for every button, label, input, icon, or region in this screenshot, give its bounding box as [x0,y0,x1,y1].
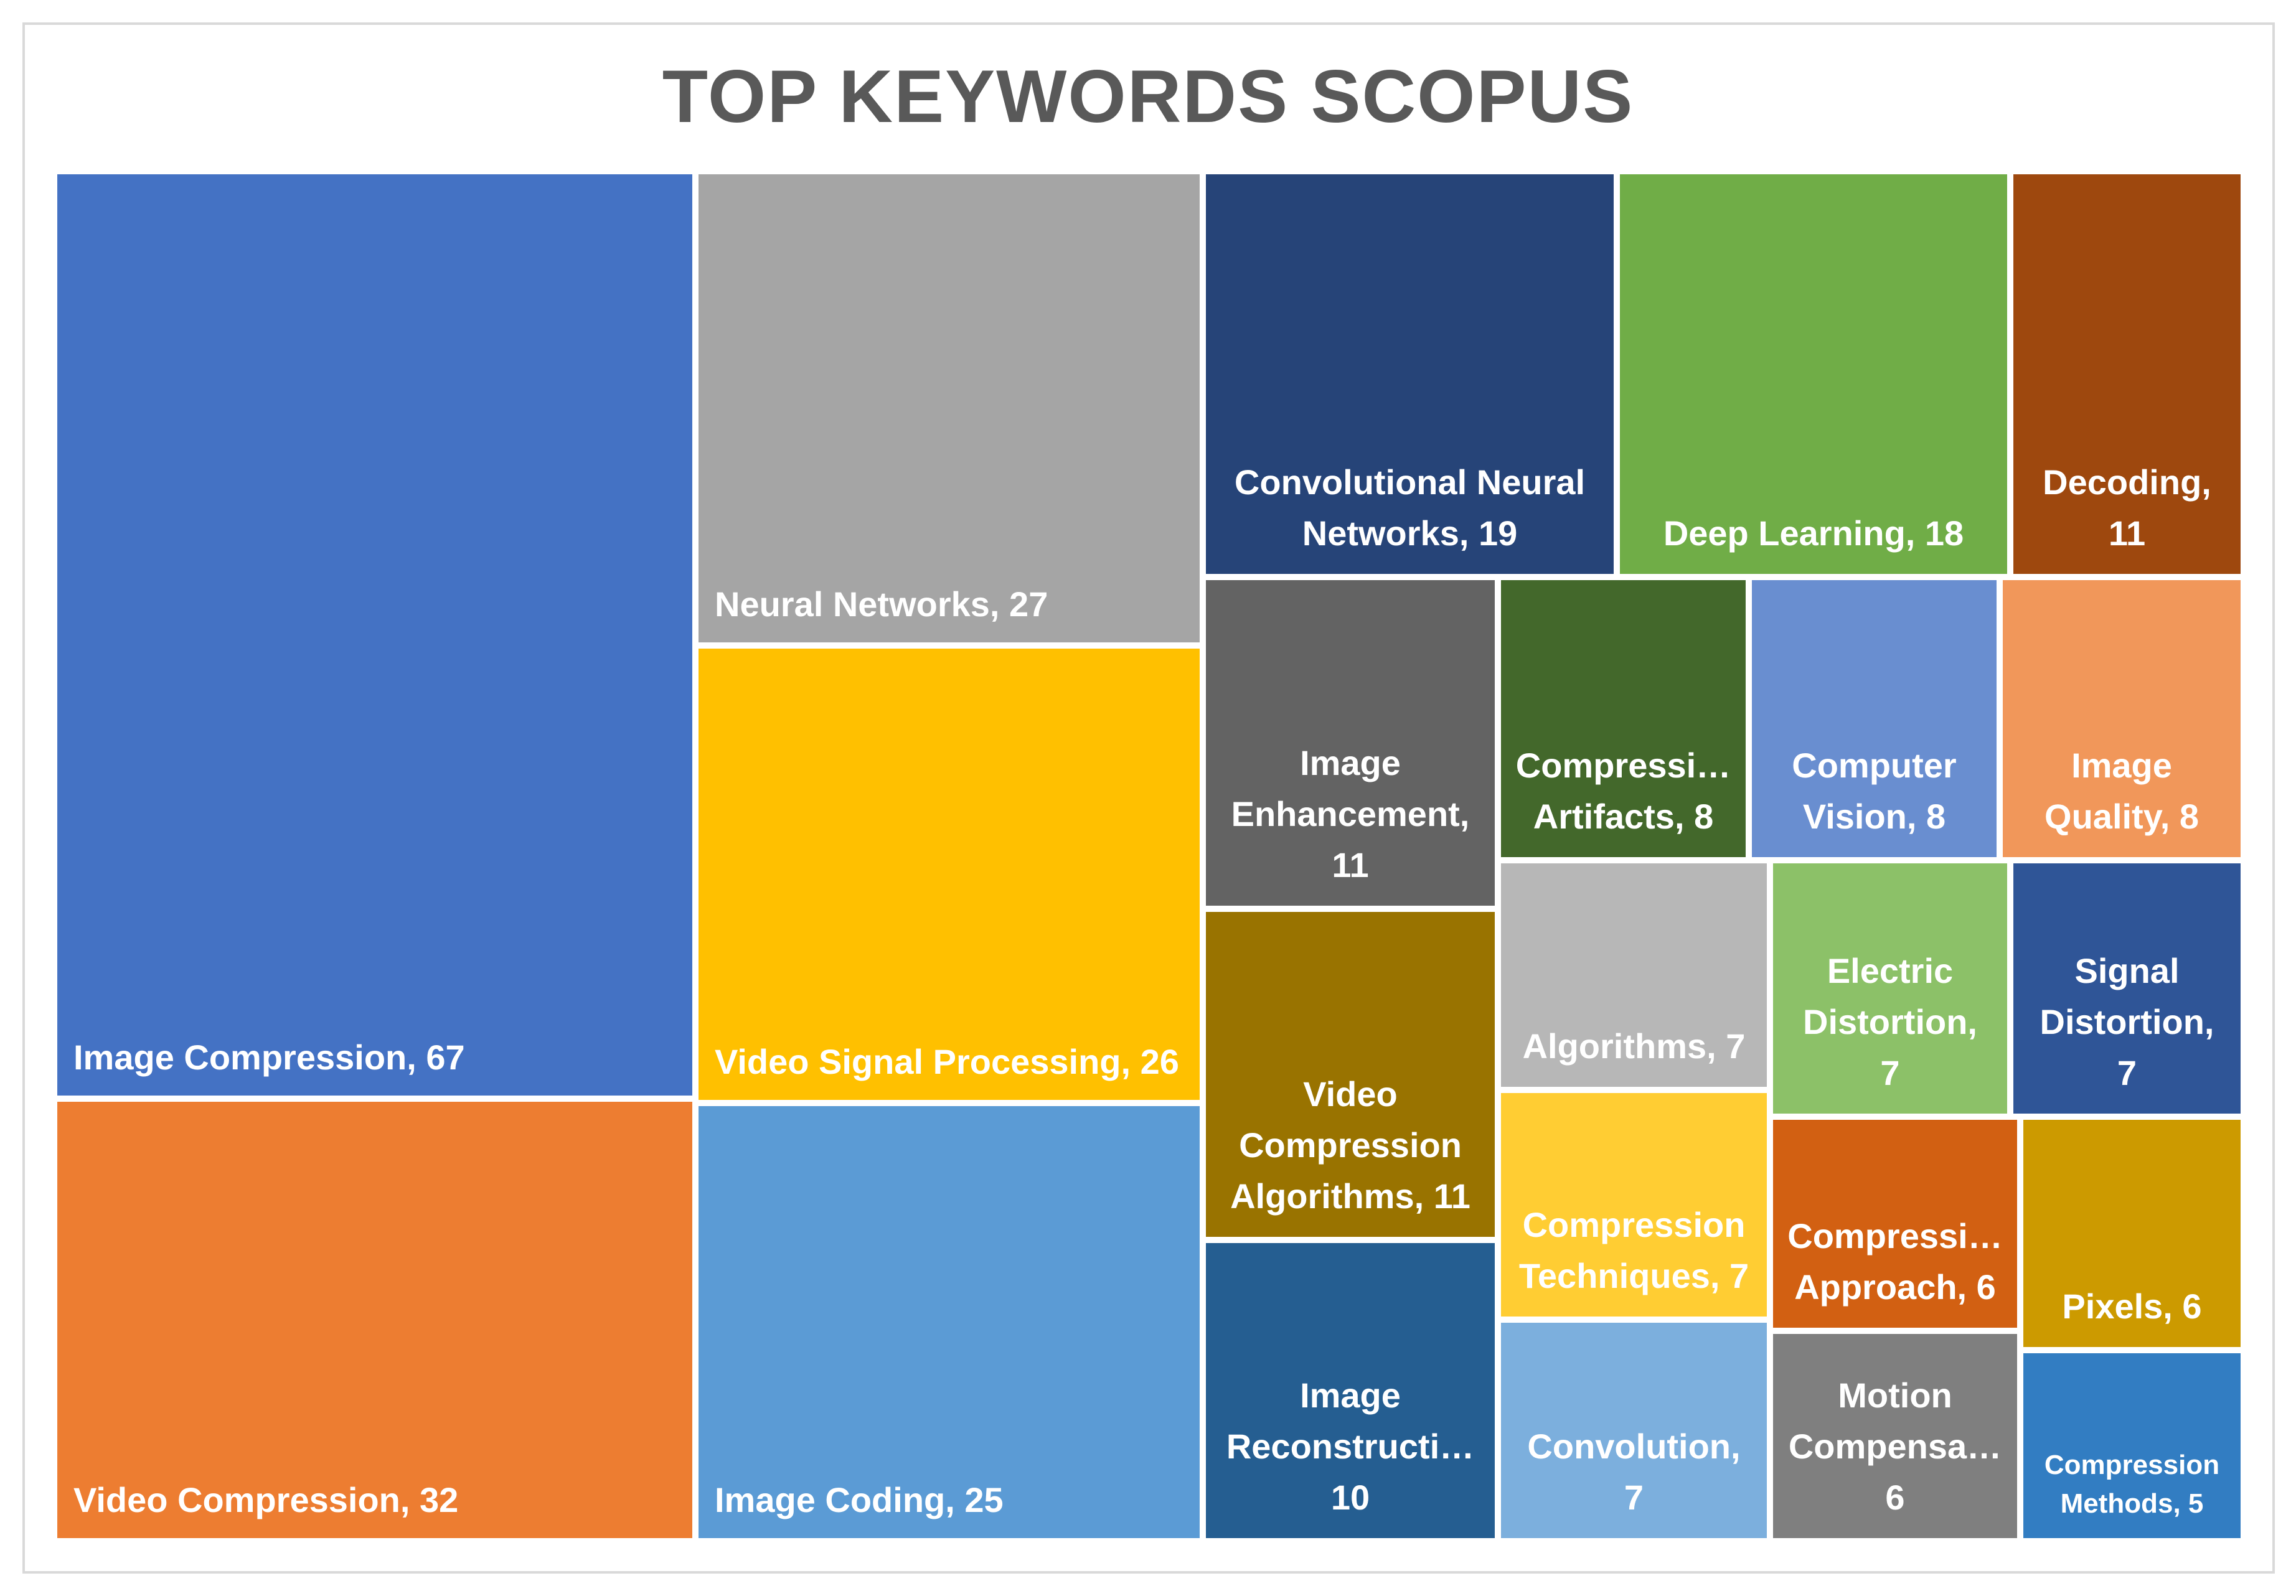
treemap-tile-video-signal-processing: Video Signal Processing, 26 [695,645,1203,1103]
treemap-tile-pixels: Pixels, 6 [2020,1117,2244,1350]
treemap-tile-label: Image Quality, 8 [2044,746,2199,836]
treemap-tile-label: Deep Learning, 18 [1663,514,1964,553]
treemap-tile-algorithms: Algorithms, 7 [1498,860,1770,1090]
treemap-tile-label: Algorithms, 7 [1522,1026,1746,1066]
treemap-tile-compression-techniques: Compression Techniques, 7 [1498,1090,1770,1320]
treemap-tile-convolutional-neural-networks: Convolutional Neural Networks, 19 [1203,171,1617,577]
treemap-tile-computer-vision: Computer Vision, 8 [1749,577,2000,860]
treemap-tile-label: Decoding, 11 [2043,462,2211,553]
treemap-tile-decoding: Decoding, 11 [2010,171,2244,577]
treemap-tile-video-compression-algorithms: Video Compression Algorithms, 11 [1203,909,1498,1240]
chart-title: TOP KEYWORDS SCOPUS [662,55,1634,138]
treemap-tile-convolution: Convolution, 7 [1498,1320,1770,1541]
treemap-tile-label: Signal Distortion, 7 [2040,951,2214,1092]
treemap-tile-compressi-artifacts: Compressi… Artifacts, 8 [1498,577,1749,860]
treemap-tile-label: Neural Networks, 27 [715,584,1048,624]
treemap-plot-area: Image Compression, 67 Video Compression, … [54,171,2244,1541]
treemap-tile-image-quality: Image Quality, 8 [2000,577,2244,860]
treemap-tile-video-compression: Video Compression, 32 [54,1099,695,1541]
treemap-tile-label: Compression Methods, 5 [2044,1450,2220,1519]
treemap-tile-label: Electric Distortion, 7 [1803,951,1977,1092]
treemap-tile-deep-learning: Deep Learning, 18 [1617,171,2010,577]
treemap-tile-neural-networks: Neural Networks, 27 [695,171,1203,645]
treemap-tile-image-compression: Image Compression, 67 [54,171,695,1099]
treemap-tile-label: Compression Techniques, 7 [1518,1205,1749,1295]
treemap-tile-image-coding: Image Coding, 25 [695,1103,1203,1541]
treemap-tile-image-reconstructi-10: Image Reconstructi… 10 [1203,1240,1498,1541]
treemap-tile-signal-distortion: Signal Distortion, 7 [2010,860,2244,1117]
treemap-tile-motion-compensa-6: Motion Compensa… 6 [1770,1331,2020,1541]
treemap-tile-label: Convolution, 7 [1527,1427,1741,1517]
treemap-tile-label: Video Compression Algorithms, 11 [1230,1074,1470,1216]
treemap-tile-label: Image Coding, 25 [715,1480,1004,1519]
treemap-tile-compressi-approach: Compressi… Approach, 6 [1770,1117,2020,1331]
treemap-tile-label: Compressi… Artifacts, 8 [1515,746,1731,836]
treemap-tile-label: Image Enhancement, 11 [1231,743,1470,885]
treemap-tile-electric-distortion: Electric Distortion, 7 [1770,860,2010,1117]
treemap-tile-label: Pixels, 6 [2062,1287,2202,1326]
treemap-tile-compression-methods: Compression Methods, 5 [2020,1350,2244,1541]
treemap-tile-label: Motion Compensa… 6 [1788,1376,2002,1517]
treemap-tile-label: Compressi… Approach, 6 [1787,1216,2003,1307]
treemap-tile-label: Computer Vision, 8 [1792,746,1957,836]
treemap-tile-image-enhancement: Image Enhancement, 11 [1203,577,1498,909]
treemap-tile-label: Image Compression, 67 [73,1038,465,1077]
treemap-tile-label: Convolutional Neural Networks, 19 [1234,462,1586,553]
treemap-tile-label: Video Signal Processing, 26 [715,1042,1179,1081]
treemap-tile-label: Video Compression, 32 [73,1480,459,1519]
treemap-tile-label: Image Reconstructi… 10 [1226,1376,1475,1517]
